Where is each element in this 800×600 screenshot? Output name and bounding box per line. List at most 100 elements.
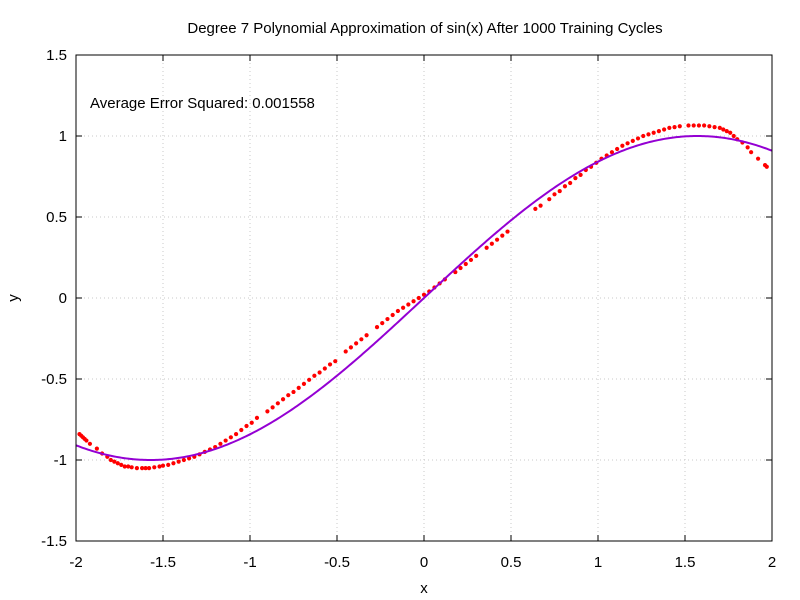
x-tick-label: -0.5: [324, 554, 350, 571]
data-point: [291, 389, 296, 395]
data-point: [160, 463, 166, 468]
y-tick-label: 0: [59, 290, 67, 307]
data-point: [134, 466, 139, 471]
axis-tick-labels: -2 -1.5 -1 -0.5 0 0.5 1 1.5 2-1.5-1-0.500.511.5: [41, 47, 776, 571]
data-point: [187, 456, 192, 461]
data-point: [181, 457, 186, 463]
x-axis-label: x: [420, 580, 428, 597]
data-point: [416, 295, 421, 301]
data-point: [494, 237, 500, 242]
data-point: [702, 123, 707, 128]
y-tick-label: 0.5: [46, 209, 67, 226]
data-point: [609, 150, 615, 155]
data-point: [140, 466, 145, 471]
y-tick-label: -1.5: [41, 533, 67, 550]
data-point: [249, 420, 254, 425]
data-point: [731, 133, 736, 139]
x-tick-label: 2: [768, 554, 776, 571]
data-point: [94, 446, 99, 451]
data-point: [635, 136, 641, 141]
data-point: [374, 325, 380, 330]
data-point: [301, 381, 307, 386]
data-point: [317, 370, 322, 375]
chart-title: Degree 7 Polynomial Approximation of sin…: [187, 20, 662, 37]
data-point: [119, 462, 124, 467]
data-point: [691, 123, 696, 128]
y-tick-label: 1.5: [46, 47, 67, 64]
data-point: [333, 359, 338, 364]
data-point: [411, 299, 416, 304]
x-tick-label: 0: [420, 554, 428, 571]
data-point: [265, 409, 270, 414]
data-point: [143, 466, 148, 471]
data-point: [458, 265, 463, 271]
data-point: [108, 457, 113, 463]
data-point: [152, 465, 157, 470]
data-point: [630, 138, 635, 143]
data-point: [474, 253, 479, 258]
x-tick-label: -1.5: [150, 554, 176, 571]
data-point: [468, 257, 474, 263]
data-point: [157, 464, 162, 469]
data-point: [406, 302, 411, 307]
data-point: [667, 125, 672, 130]
data-point: [651, 130, 656, 135]
data-points: [77, 123, 769, 471]
data-point: [307, 377, 312, 382]
y-tick-label: -1: [54, 452, 67, 469]
data-point: [244, 423, 249, 429]
data-point: [286, 393, 291, 398]
data-point: [712, 124, 717, 130]
x-tick-label: -2: [69, 554, 82, 571]
data-point: [724, 129, 729, 134]
x-tick-label: 1: [594, 554, 602, 571]
data-point: [270, 405, 275, 410]
data-point: [390, 312, 395, 318]
data-point: [112, 459, 117, 464]
data-point: [677, 124, 682, 129]
x-tick-label: 1.5: [675, 554, 696, 571]
y-axis-label: y: [5, 294, 22, 302]
data-point: [662, 127, 667, 132]
data-point: [126, 464, 131, 469]
data-point: [223, 438, 228, 443]
data-point: [707, 124, 712, 129]
data-point: [401, 305, 406, 310]
data-point: [620, 143, 625, 148]
data-point: [749, 150, 754, 155]
data-point: [463, 261, 468, 267]
fit-curve: [75, 134, 773, 462]
data-point: [578, 172, 583, 177]
data-point: [218, 441, 223, 446]
data-point: [672, 124, 677, 130]
data-point: [625, 141, 630, 146]
data-point: [533, 206, 538, 211]
data-point: [538, 203, 543, 208]
data-point: [646, 132, 651, 137]
data-point: [322, 366, 327, 371]
data-point: [641, 133, 646, 139]
axis-ticks: [75, 54, 773, 542]
data-point: [696, 123, 702, 128]
data-point: [87, 441, 93, 446]
x-tick-label: -1: [243, 554, 256, 571]
data-point: [176, 459, 181, 464]
error-annotation: Average Error Squared: 0.001558: [90, 95, 315, 112]
data-point: [755, 156, 761, 161]
curve-layer: [75, 134, 773, 462]
data-point: [327, 362, 333, 367]
data-point: [84, 438, 89, 443]
data-point: [562, 184, 568, 189]
data-point: [146, 466, 152, 471]
data-point: [122, 464, 127, 469]
data-point: [233, 431, 239, 437]
data-point: [552, 192, 557, 197]
data-point: [296, 385, 301, 391]
data-point: [166, 462, 171, 467]
data-point: [573, 176, 578, 181]
data-point: [115, 461, 120, 466]
data-point: [312, 373, 317, 378]
data-point: [228, 435, 233, 440]
